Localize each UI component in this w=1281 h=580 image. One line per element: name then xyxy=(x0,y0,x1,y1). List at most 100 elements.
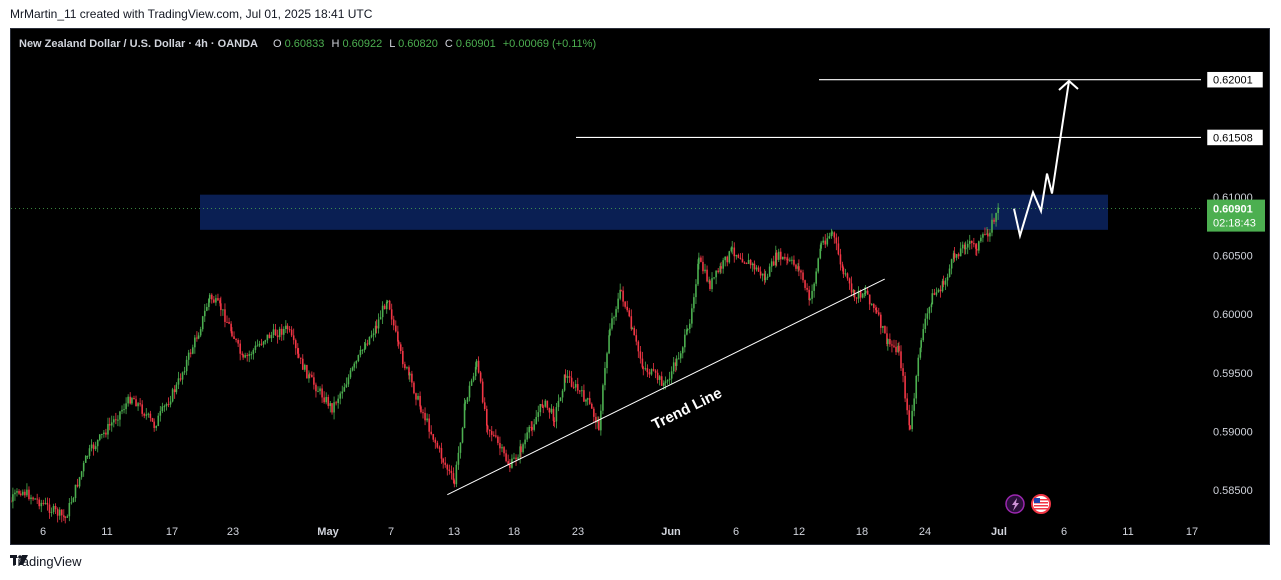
candle-body xyxy=(276,335,279,338)
candle-body xyxy=(105,432,107,435)
candle-body xyxy=(208,294,211,299)
candle-body xyxy=(955,254,958,258)
candle-body xyxy=(639,351,642,359)
candle-body xyxy=(440,448,443,459)
candle-body xyxy=(686,329,688,335)
candle-body xyxy=(700,257,702,262)
candle-body xyxy=(820,242,822,249)
candle-body xyxy=(802,272,804,281)
y-tick-label: 0.60000 xyxy=(1213,309,1253,321)
candle-body xyxy=(327,397,330,406)
candle-body xyxy=(349,370,352,378)
candle-body xyxy=(963,244,966,250)
candle-body xyxy=(230,323,232,332)
candle-body xyxy=(235,338,237,341)
candle-body xyxy=(74,484,77,499)
candle-body xyxy=(846,273,849,279)
candle-body xyxy=(875,310,878,313)
candle-body xyxy=(434,439,437,443)
candle-body xyxy=(926,313,929,319)
candle-body xyxy=(844,273,847,275)
candle-body xyxy=(353,363,356,368)
candle-body xyxy=(920,340,922,348)
candle-body xyxy=(325,397,327,403)
candle-body xyxy=(153,421,155,428)
candle-body xyxy=(133,398,135,400)
candle-body xyxy=(717,270,719,273)
projection-path[interactable] xyxy=(1013,80,1070,240)
candle-body xyxy=(957,254,960,257)
candle-body xyxy=(24,491,26,496)
candle-body xyxy=(795,264,797,269)
candle-body xyxy=(684,334,686,348)
candle-body xyxy=(552,408,555,421)
trend-line[interactable] xyxy=(447,278,885,496)
candle-body xyxy=(597,419,599,423)
candle-body xyxy=(54,505,57,510)
candlestick-chart[interactable]: Trend Line 0.58500 0.59000 0.59500 0.60000 0… xyxy=(11,29,1269,544)
change-value: +0.00069 (+0.11%) xyxy=(503,38,596,50)
candle-body xyxy=(761,273,764,276)
candle-body xyxy=(36,498,38,500)
candle-body xyxy=(735,254,738,257)
candle-body xyxy=(78,477,81,487)
candle-body xyxy=(179,378,182,380)
candle-body xyxy=(337,398,339,403)
candle-body xyxy=(606,353,608,369)
candle-body xyxy=(101,433,103,435)
x-tick-label: 11 xyxy=(101,526,112,538)
candle-body xyxy=(668,378,671,381)
candle-body xyxy=(715,270,717,278)
candle-body xyxy=(191,347,194,354)
candle-body xyxy=(173,389,176,393)
candle-body xyxy=(542,406,545,408)
low-value: 0.60820 xyxy=(398,38,438,50)
candle-body xyxy=(165,404,168,407)
chart-panel[interactable]: Trend Line 0.58500 0.59000 0.59500 0.60000 0… xyxy=(10,28,1270,545)
candle-body xyxy=(633,327,636,336)
candle-body xyxy=(366,343,369,345)
candle-body xyxy=(135,399,137,407)
candle-body xyxy=(92,444,95,450)
candle-body xyxy=(308,374,310,379)
candle-body xyxy=(786,258,789,261)
candle-body xyxy=(902,368,904,376)
candle-body xyxy=(728,251,731,263)
candle-body xyxy=(409,373,411,376)
candle-body xyxy=(299,357,302,359)
footer-brand[interactable]: TradingView xyxy=(10,554,82,569)
candle-body xyxy=(181,372,184,380)
projection-arrowhead xyxy=(1058,79,1079,91)
candle-body xyxy=(260,343,263,345)
candle-body xyxy=(975,248,978,251)
candle-body xyxy=(928,307,931,314)
candle-body xyxy=(800,270,802,273)
candle-body xyxy=(546,400,549,408)
candle-body xyxy=(388,300,391,310)
candle-body xyxy=(241,353,244,355)
candle-body xyxy=(782,256,784,260)
candle-body xyxy=(347,377,350,385)
candle-body xyxy=(333,402,335,413)
candle-body xyxy=(922,329,925,341)
us-flag-event-icon[interactable] xyxy=(1031,494,1051,514)
candle-body xyxy=(415,393,417,400)
candle-body xyxy=(850,283,853,293)
candle-body xyxy=(535,416,538,425)
candle-body xyxy=(719,266,722,273)
candle-body xyxy=(648,372,651,375)
candle-body xyxy=(390,309,393,320)
candle-body xyxy=(971,240,973,244)
candle-body xyxy=(329,403,332,406)
candle-body xyxy=(855,297,858,299)
candle-body xyxy=(997,207,999,214)
candle-body xyxy=(386,300,389,302)
candle-body xyxy=(626,306,628,311)
candle-body xyxy=(80,471,83,478)
candle-body xyxy=(941,281,944,292)
candle-body xyxy=(652,369,655,371)
candle-body xyxy=(444,462,447,465)
candle-body xyxy=(973,243,975,245)
candle-body xyxy=(115,419,117,421)
resistance-zone[interactable] xyxy=(200,194,1108,230)
